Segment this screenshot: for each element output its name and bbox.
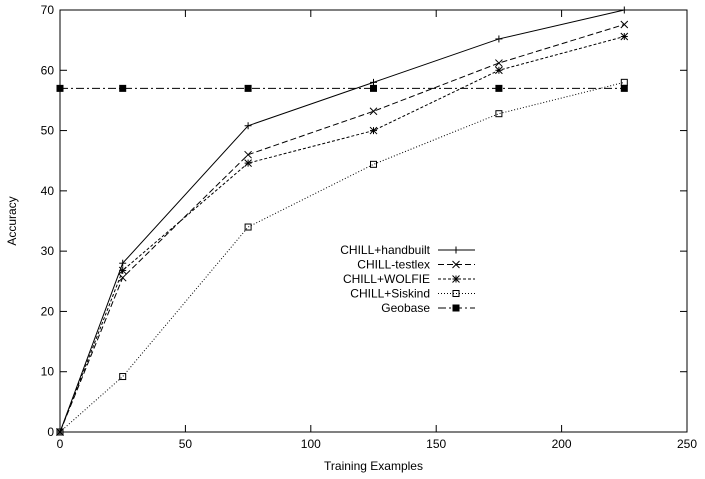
series-group — [56, 6, 629, 436]
x-tick-label: 200 — [552, 437, 572, 451]
data-point — [244, 84, 252, 92]
series-line — [59, 81, 625, 433]
legend-marker — [452, 246, 460, 254]
data-point — [244, 122, 252, 130]
y-tick-label: 60 — [41, 63, 55, 77]
axis-ticks: 0 50 100 150 200 250 0 10 20 30 40 50 60 70 — [41, 3, 698, 451]
y-tick-label: 40 — [41, 184, 55, 198]
x-axis-label: Training Examples — [324, 459, 423, 473]
data-point — [119, 259, 127, 267]
y-axis-label: Accuracy — [5, 196, 19, 245]
data-point — [244, 223, 252, 231]
series-1 — [56, 20, 629, 436]
legend-label: CHILL-testlex — [357, 258, 430, 272]
data-point — [119, 373, 127, 381]
legend-label: CHILL+Siskind — [350, 287, 430, 301]
data-point — [56, 428, 64, 436]
y-tick-label: 10 — [41, 365, 55, 379]
legend-label: Geobase — [381, 301, 430, 315]
series-4 — [56, 84, 628, 92]
legend-marker — [452, 304, 460, 312]
data-point — [119, 84, 127, 92]
data-point — [495, 84, 503, 92]
series-line — [59, 23, 625, 433]
series-3 — [56, 78, 628, 436]
legend-marker — [452, 275, 460, 283]
data-point — [495, 110, 503, 118]
data-point — [118, 266, 127, 275]
data-point — [495, 66, 503, 75]
x-tick-label: 50 — [179, 437, 193, 451]
legend-marker — [452, 260, 460, 269]
x-tick-label: 0 — [57, 437, 64, 451]
y-tick-label: 30 — [41, 244, 55, 258]
data-point — [620, 84, 628, 92]
legend-item: Geobase — [381, 301, 475, 315]
data-point — [620, 32, 629, 41]
data-point — [620, 20, 629, 29]
y-tick-label: 50 — [41, 124, 55, 138]
legend-label: CHILL+handbuilt — [340, 243, 430, 257]
x-tick-label: 100 — [301, 437, 321, 451]
legend-label: CHILL+WOLFIE — [343, 272, 430, 286]
series-2 — [56, 32, 629, 436]
legend-item: CHILL-testlex — [357, 258, 475, 272]
data-point — [620, 6, 628, 14]
data-point — [495, 59, 503, 67]
y-tick-label: 70 — [41, 3, 55, 17]
series-line — [59, 36, 625, 433]
series-line — [59, 9, 625, 433]
x-tick-label: 250 — [677, 437, 697, 451]
data-point — [370, 78, 377, 86]
data-point — [244, 150, 252, 159]
data-point — [620, 78, 628, 86]
data-point — [56, 84, 64, 92]
x-tick-label: 150 — [426, 437, 446, 451]
legend-marker — [452, 290, 460, 297]
y-tick-label: 0 — [47, 425, 54, 439]
data-point — [369, 107, 378, 116]
data-point — [370, 160, 377, 168]
plot-area-frame — [59, 9, 688, 433]
series-0 — [56, 6, 628, 436]
legend-item: CHILL+Siskind — [350, 287, 475, 301]
legend-item: CHILL+WOLFIE — [343, 272, 475, 286]
data-point — [244, 159, 252, 167]
data-point — [369, 126, 378, 135]
y-tick-label: 20 — [41, 304, 55, 318]
data-point — [370, 84, 377, 92]
legend: CHILL+handbuiltCHILL-testlexCHILL+WOLFIE… — [340, 243, 475, 315]
data-point — [495, 35, 503, 43]
legend-item: CHILL+handbuilt — [340, 243, 475, 257]
